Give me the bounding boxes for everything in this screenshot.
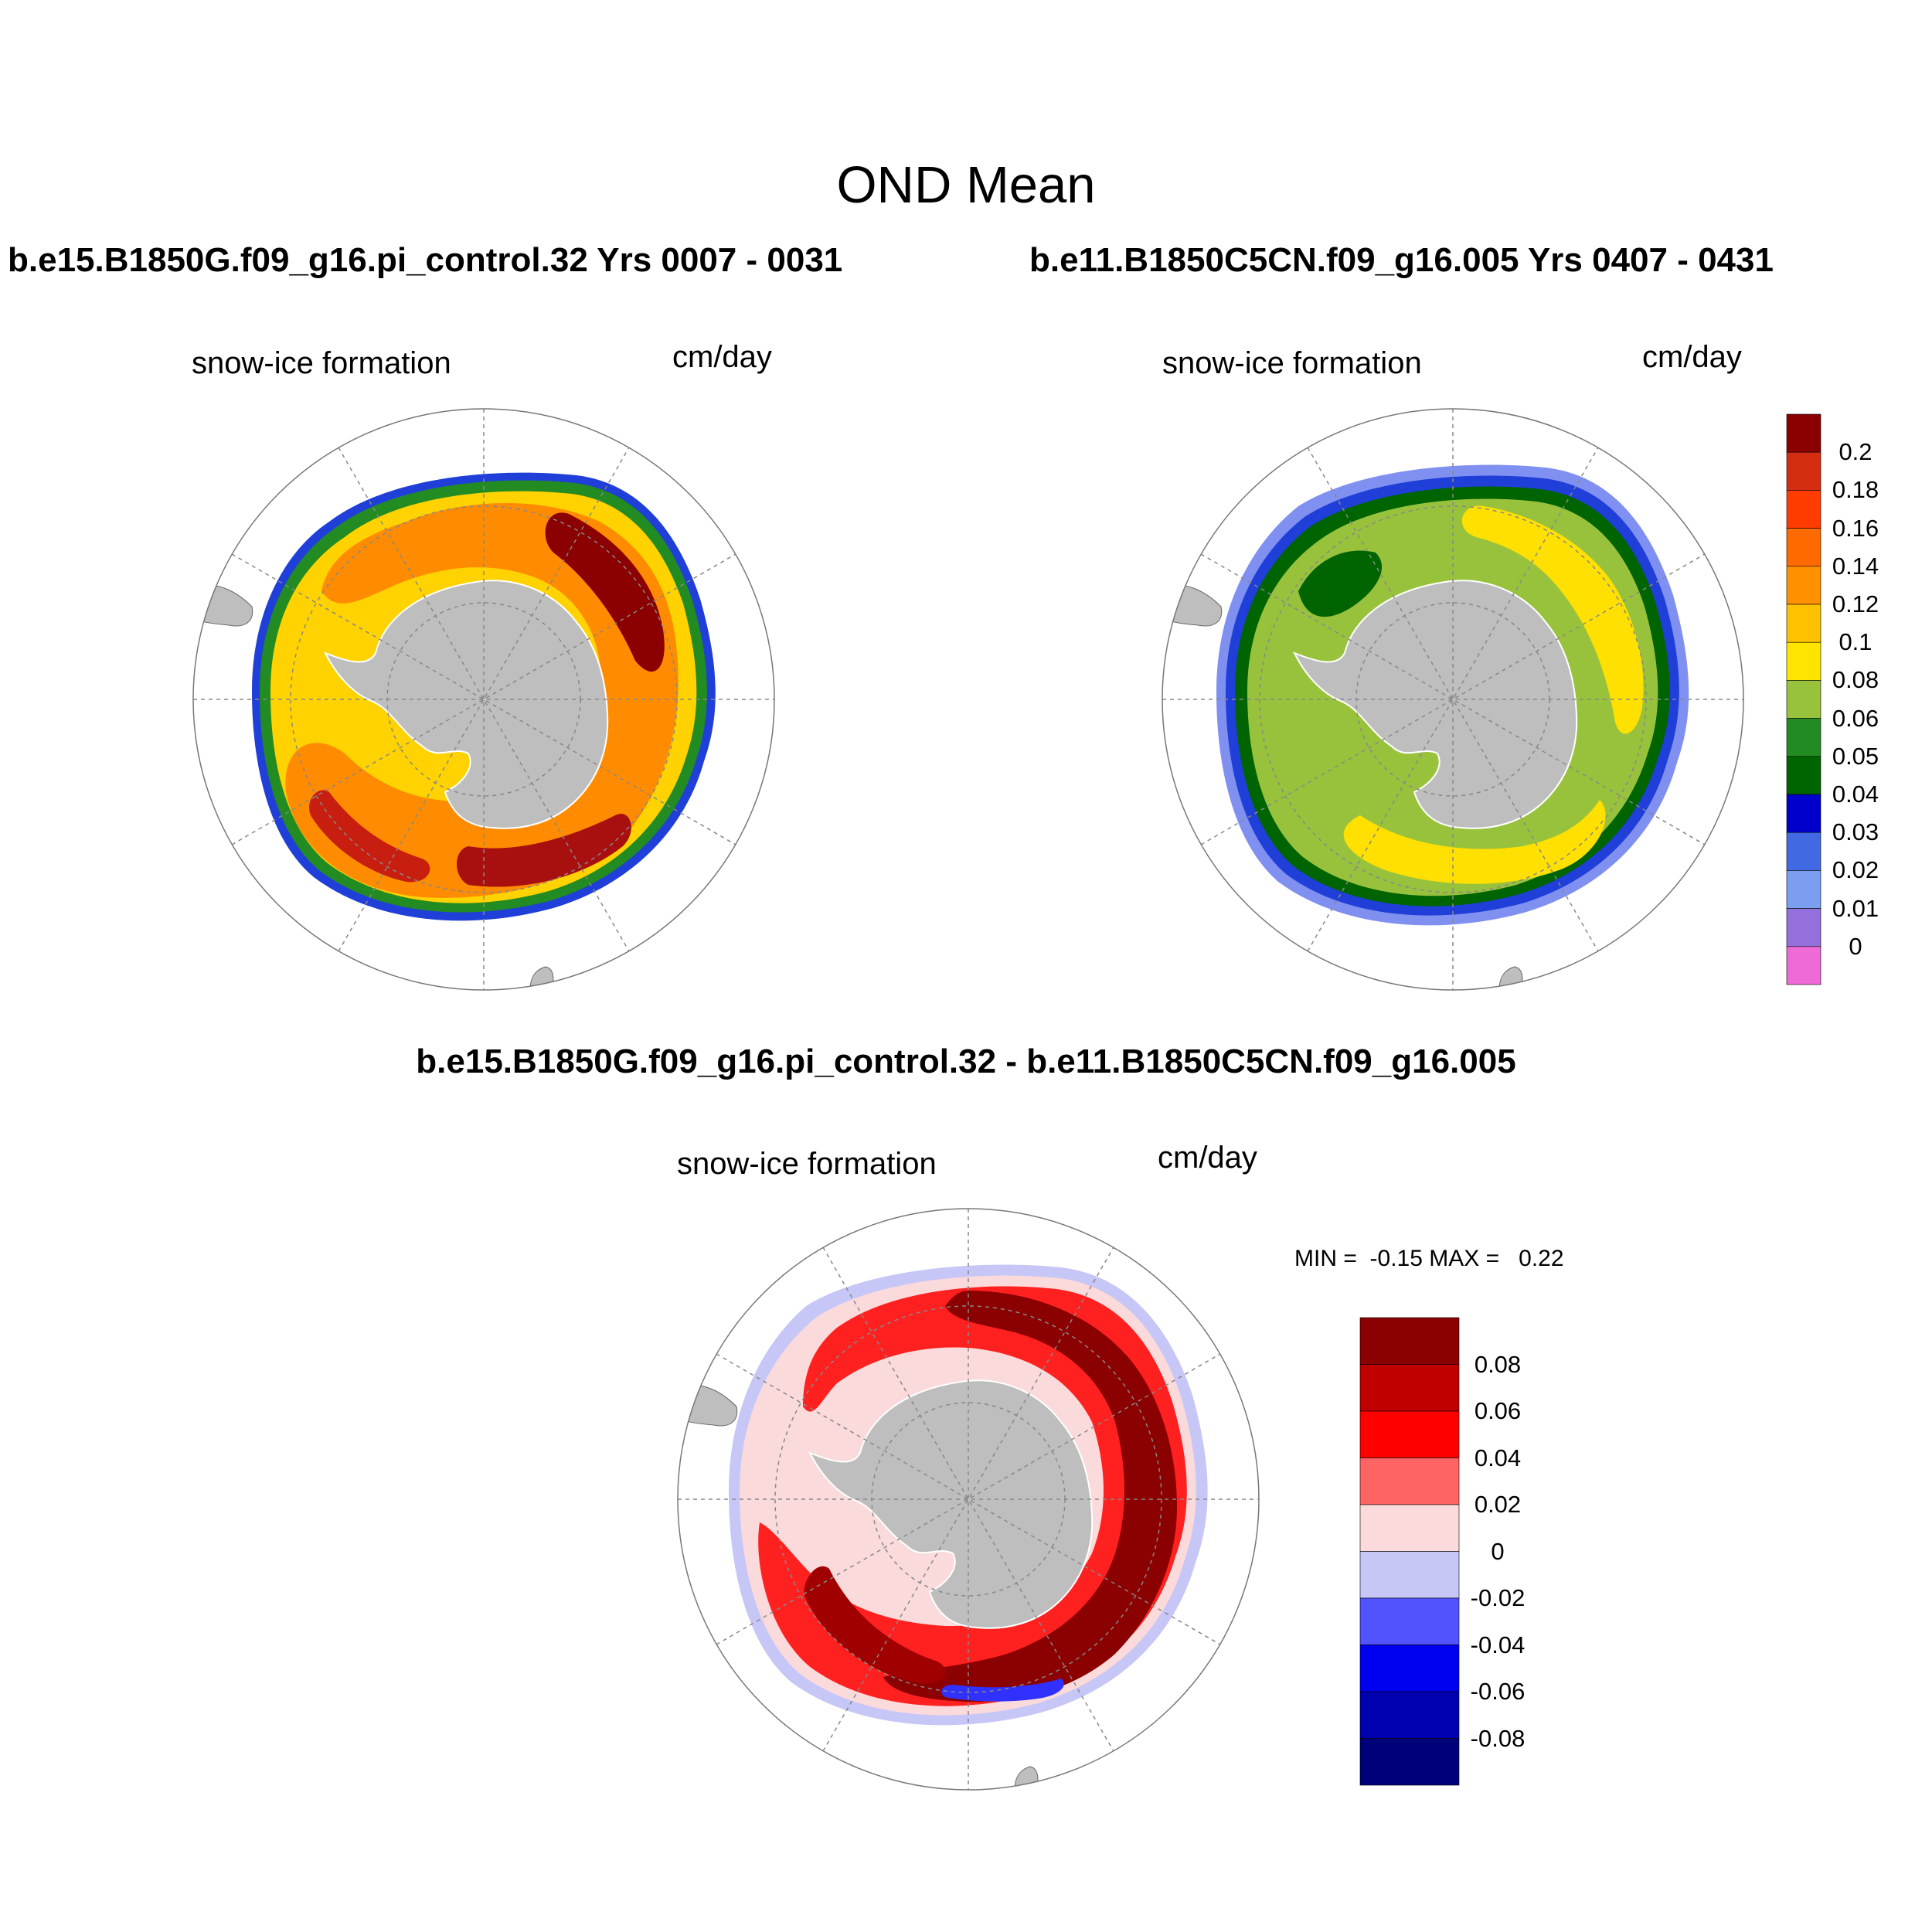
- ice-orange-left: [285, 503, 679, 898]
- colorbar-top-box-10: [1786, 794, 1821, 833]
- colorbar-diff-box-8: [1359, 1691, 1460, 1739]
- south-america-diff: [678, 1383, 738, 1427]
- colorbar-top-label: 0: [1849, 932, 1862, 960]
- antarctica-left: [323, 580, 609, 829]
- africa-tip-diff: [1014, 1766, 1039, 1790]
- colorbar-diff-box-7: [1359, 1645, 1460, 1692]
- colorbar-diff-label: 0.08: [1474, 1350, 1522, 1378]
- colorbar-top-label: 0.1: [1838, 628, 1872, 656]
- colorbar-diff-box-1: [1359, 1364, 1460, 1412]
- left-panel-title: b.e15.B1850G.f09_g16.pi_control.32 Yrs 0…: [8, 241, 843, 279]
- diff-blue-patch: [941, 1679, 1064, 1702]
- colorbar-top-box-4: [1786, 566, 1821, 605]
- colorbar-diff-label: 0.02: [1474, 1491, 1522, 1518]
- figure-title: OND Mean: [836, 156, 1096, 214]
- colorbar-top-label: 0.12: [1832, 590, 1879, 617]
- colorbar-diff-label: 0.04: [1474, 1444, 1522, 1471]
- map-difference: [677, 1208, 1260, 1791]
- diff-darkred-arc-west: [804, 1566, 946, 1684]
- africa-tip-left: [529, 966, 554, 990]
- colorbar-top-box-11: [1786, 832, 1821, 871]
- colorbar-top: [1786, 413, 1821, 985]
- map-border-left: [192, 408, 775, 991]
- colorbar-diff-box-6: [1359, 1597, 1460, 1645]
- colorbar-diff-box-3: [1359, 1458, 1460, 1505]
- antarctica-diff: [808, 1379, 1094, 1629]
- colorbar-top-label: 0.08: [1832, 666, 1879, 694]
- colorbar-top-box-12: [1786, 870, 1821, 909]
- colorbar-top-box-13: [1786, 908, 1821, 947]
- difference-panel-title: b.e15.B1850G.f09_g16.pi_control.32 - b.e…: [416, 1043, 1516, 1080]
- colorbar-top-label: 0.14: [1832, 552, 1879, 580]
- min-label: MIN =: [1294, 1246, 1357, 1271]
- colorbar-top-box-7: [1786, 680, 1821, 719]
- colorbar-diff-label: -0.04: [1470, 1631, 1526, 1658]
- ice-darkred-left: [545, 512, 665, 672]
- colorbar-diff-label: -0.06: [1470, 1678, 1526, 1705]
- colorbar-diff-label: 0.06: [1474, 1397, 1522, 1424]
- colorbar-top-label: 0.03: [1832, 818, 1879, 846]
- colorbar-top-label: 0.06: [1832, 704, 1879, 732]
- difference-min-max: MIN = -0.15 MAX = 0.22: [1294, 1245, 1564, 1273]
- colorbar-top-box-5: [1786, 604, 1821, 643]
- graticule-left: [193, 409, 774, 990]
- difference-variable-label: snow-ice formation: [677, 1147, 937, 1181]
- map-left: [192, 408, 775, 991]
- left-variable-label: snow-ice formation: [192, 346, 451, 380]
- left-units-label: cm/day: [672, 340, 772, 374]
- colorbar-diff-box-4: [1359, 1504, 1460, 1552]
- colorbar-top-box-0: [1786, 413, 1821, 453]
- south-america-right: [1162, 583, 1223, 627]
- colorbar-diff-box-9: [1359, 1738, 1460, 1786]
- colorbar-difference: [1359, 1317, 1460, 1786]
- colorbar-diff-label: -0.02: [1470, 1584, 1526, 1611]
- diff-red-ring: [758, 1286, 1187, 1706]
- colorbar-diff-label: 0: [1491, 1537, 1505, 1565]
- ice-yellow-right-2: [1343, 800, 1606, 884]
- colorbar-top-label: 0.02: [1832, 856, 1879, 884]
- colorbar-top-label: 0.16: [1832, 514, 1879, 542]
- right-variable-label: snow-ice formation: [1162, 346, 1422, 380]
- max-label: MAX =: [1429, 1246, 1500, 1271]
- colorbar-top-box-3: [1786, 528, 1821, 567]
- map-border-right: [1162, 408, 1744, 991]
- colorbar-top-box-9: [1786, 756, 1821, 795]
- graticule-diff: [678, 1209, 1259, 1790]
- colorbar-top-label: 0.04: [1832, 781, 1879, 808]
- colorbar-top-box-6: [1786, 641, 1821, 681]
- diff-darkred-band: [883, 1291, 1177, 1702]
- ice-darkred-left-3: [309, 790, 430, 883]
- africa-tip-right: [1498, 966, 1523, 990]
- colorbar-top-box-8: [1786, 718, 1821, 757]
- colorbar-diff-box-5: [1359, 1551, 1460, 1599]
- south-america-left: [193, 583, 253, 627]
- right-units-label: cm/day: [1642, 340, 1742, 374]
- colorbar-diff-box-2: [1359, 1410, 1460, 1458]
- colorbar-diff-box-0: [1359, 1317, 1460, 1365]
- colorbar-top-box-14: [1786, 946, 1821, 985]
- map-right: [1162, 408, 1744, 991]
- ice-yellow-right: [1461, 505, 1644, 734]
- colorbar-top-box-1: [1786, 451, 1821, 491]
- colorbar-top-box-2: [1786, 490, 1821, 529]
- colorbar-diff-label: -0.08: [1470, 1724, 1526, 1752]
- right-panel-title: b.e11.B1850C5CN.f09_g16.005 Yrs 0407 - 0…: [1029, 241, 1774, 279]
- difference-units-label: cm/day: [1158, 1141, 1257, 1175]
- max-value: 0.22: [1519, 1246, 1564, 1271]
- ice-darkgreen-patch-right: [1298, 550, 1383, 617]
- antarctica-right: [1292, 580, 1578, 829]
- colorbar-top-label: 0.18: [1832, 476, 1879, 504]
- min-value: -0.15: [1369, 1246, 1423, 1271]
- graticule-right: [1162, 409, 1743, 990]
- colorbar-top-label: 0.01: [1832, 894, 1879, 922]
- colorbar-top-label: 0.05: [1832, 742, 1879, 770]
- map-border-diff: [677, 1208, 1260, 1791]
- ice-darkred-left-2: [457, 814, 631, 887]
- colorbar-top-label: 0.2: [1838, 438, 1872, 466]
